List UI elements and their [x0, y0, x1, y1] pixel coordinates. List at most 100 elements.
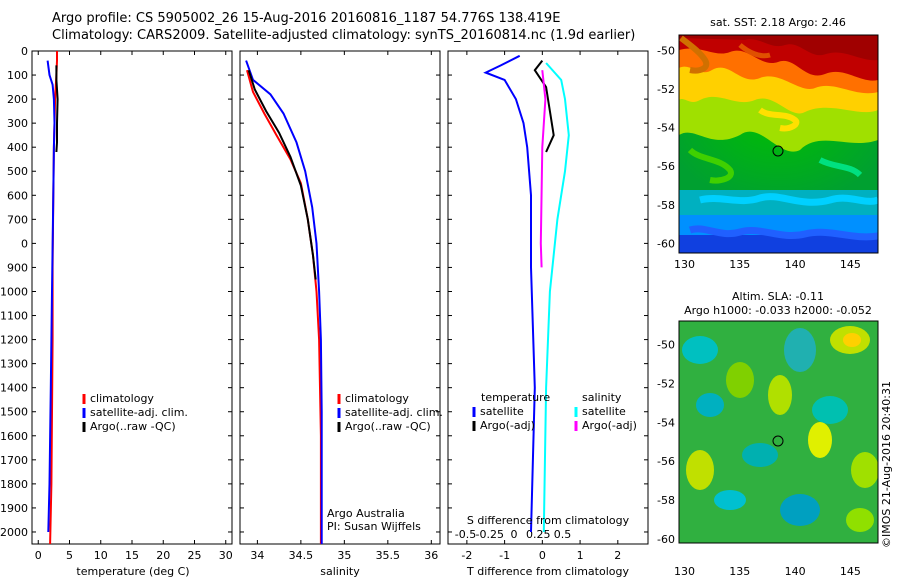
map-y-tick-label: -52	[657, 83, 675, 96]
map-y-tick-label: -58	[657, 199, 675, 212]
depth-tick-label: 1000	[0, 285, 28, 298]
map-y-tick-label: -60	[657, 533, 675, 546]
depth-tick-label: 1700	[0, 454, 28, 467]
map-y-tick-label: -58	[657, 494, 675, 507]
map-y-tick-label: -50	[657, 44, 675, 57]
legend-title-temperature: temperature	[481, 391, 550, 404]
depth-tick-label: 100	[7, 69, 28, 82]
series-line-salinity-satellite	[542, 62, 570, 533]
temperature-panel-frame	[31, 50, 233, 545]
x-tick-label: 25	[188, 549, 202, 562]
s-difference-axis-label: S difference from climatology	[467, 514, 630, 527]
map-y-tick-label: -50	[657, 338, 675, 351]
series-line-temperature-argo-adj-	[533, 59, 555, 153]
x-tick-label: 0	[35, 549, 42, 562]
sla-argo-marker	[772, 435, 784, 447]
depth-tick-label: 300	[7, 117, 28, 130]
map-x-tick-label: 140	[785, 565, 806, 578]
depth-tick-label: 900	[7, 261, 28, 274]
t-difference-axis-label: T difference from climatology	[466, 565, 629, 578]
x-tick-label: 35	[337, 549, 351, 562]
depth-tick-label: 600	[7, 189, 28, 202]
series-line-salinity-argo-adj-	[539, 70, 547, 268]
depth-tick-label: 1400	[0, 382, 28, 395]
x-tick-label: 20	[156, 549, 170, 562]
sst-map-title: sat. SST: 2.18 Argo: 2.46	[710, 16, 846, 29]
legend-label: climatology	[345, 392, 409, 405]
map-x-tick-label: 130	[674, 258, 695, 271]
depth-tick-label: 200	[7, 93, 28, 106]
profile-lines	[46, 51, 570, 545]
depth-tick-label: 400	[7, 141, 28, 154]
x-tick-label: 1	[577, 549, 584, 562]
sst-map	[679, 35, 878, 253]
series-line-satellite-adj-clim-	[46, 60, 56, 533]
axis-ticks: 0100200300400500600700090010001100120013…	[0, 44, 861, 578]
x-tick-label: -2	[461, 549, 472, 562]
x-tick-label: 10	[94, 549, 108, 562]
legend-label: climatology	[90, 392, 154, 405]
climatology-title: Climatology: CARS2009. Satellite-adjuste…	[52, 28, 636, 43]
sla-map-title-line2: Argo h1000: -0.033 h2000: -0.052	[684, 304, 872, 317]
map-y-tick-label: -56	[657, 455, 675, 468]
map-y-tick-label: -52	[657, 377, 675, 390]
x-tick-label: 5	[66, 549, 73, 562]
map-y-tick-label: -54	[657, 122, 675, 135]
legend-label: satellite-adj. clim.	[90, 406, 188, 419]
x-tick-label: 34.5	[289, 549, 314, 562]
legend-label: Argo(..raw -QC)	[345, 420, 431, 433]
x-tick-label: 2	[614, 549, 621, 562]
map-y-tick-label: -60	[657, 237, 675, 250]
legend-label: Argo(-adj)	[582, 419, 637, 432]
map-x-tick-label: 145	[840, 258, 861, 271]
map-x-tick-label: 135	[729, 565, 750, 578]
sla-map-title-line1: Altim. SLA: -0.11	[732, 290, 824, 303]
profile-title: Argo profile: CS 5905002_26 15-Aug-2016 …	[52, 11, 561, 26]
map-y-tick-label: -56	[657, 160, 675, 173]
sst-argo-marker	[772, 145, 784, 157]
s-diff-tick-label: -0.25	[476, 528, 504, 541]
depth-tick-label: 0	[21, 237, 28, 250]
legend-title-salinity: salinity	[582, 391, 622, 404]
depth-tick-label: 1500	[0, 406, 28, 419]
x-tick-label: -1	[499, 549, 510, 562]
salinity-panel-frame	[239, 50, 441, 545]
x-tick-label: 15	[125, 549, 139, 562]
series-line-argo-raw-qc-	[55, 65, 59, 153]
legend-label: satellite	[582, 405, 626, 418]
s-diff-tick-label: 0	[511, 528, 518, 541]
sla-map	[679, 321, 878, 543]
depth-tick-label: 700	[7, 213, 28, 226]
sst-map-frame	[678, 34, 879, 254]
map-y-tick-label: -54	[657, 416, 675, 429]
legend-label: Argo(..raw -QC)	[90, 420, 176, 433]
depth-tick-label: 1100	[0, 310, 28, 323]
x-tick-label: 30	[219, 549, 233, 562]
map-x-tick-label: 130	[674, 565, 695, 578]
depth-tick-label: 0	[21, 45, 28, 58]
map-x-tick-label: 135	[729, 258, 750, 271]
legend-label: satellite	[480, 405, 524, 418]
imos-stamp: ©IMOS 21-Aug-2016 20:40:31	[880, 381, 893, 548]
s-diff-tick-label: 0.25	[526, 528, 551, 541]
depth-tick-label: 2000	[0, 526, 28, 539]
series-line-satellite-adj-clim-	[245, 60, 323, 544]
sla-map-frame	[678, 320, 879, 544]
difference-panel-frame	[447, 50, 649, 545]
depth-tick-label: 500	[7, 165, 28, 178]
depth-tick-label: 1300	[0, 358, 28, 371]
x-tick-label: 35.5	[376, 549, 401, 562]
map-x-tick-label: 140	[785, 258, 806, 271]
pi-label: PI: Susan Wijffels	[327, 520, 421, 533]
legend-label: satellite-adj. clim.	[345, 406, 443, 419]
salinity-axis-label: salinity	[320, 565, 360, 578]
depth-tick-label: 1600	[0, 430, 28, 443]
x-tick-label: 34	[250, 549, 264, 562]
x-tick-label: 36	[424, 549, 438, 562]
institution-label: Argo Australia	[327, 507, 405, 520]
map-x-tick-label: 145	[840, 565, 861, 578]
legend-label: Argo(-adj)	[480, 419, 535, 432]
x-tick-label: 0	[539, 549, 546, 562]
